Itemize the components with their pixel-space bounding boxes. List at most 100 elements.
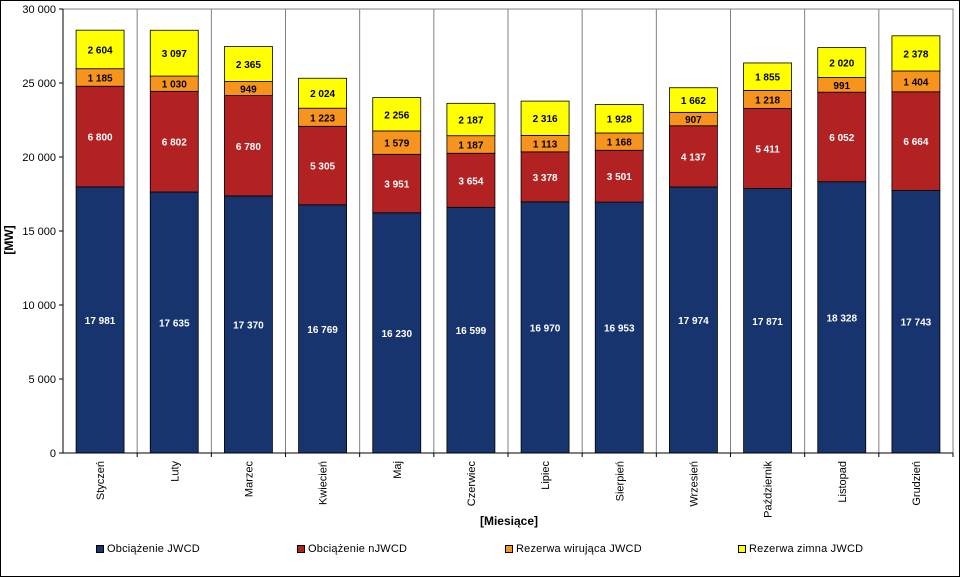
data-label: 1 168 bbox=[607, 138, 632, 149]
data-label: 6 052 bbox=[829, 133, 854, 144]
data-label: 16 769 bbox=[307, 325, 338, 336]
bar-segment bbox=[75, 85, 125, 188]
data-label: 3 654 bbox=[458, 176, 483, 187]
bar-segment bbox=[446, 206, 496, 454]
bar-segment bbox=[891, 190, 941, 454]
x-tick-label: Czerwiec bbox=[466, 461, 478, 507]
y-tick-label: 20 000 bbox=[22, 152, 56, 164]
x-tick-label: Kwiecień bbox=[318, 461, 330, 505]
bar-segment bbox=[149, 90, 199, 193]
x-tick-label: Styczeń bbox=[95, 461, 107, 500]
legend-item-rezerwa-wirujaca: Rezerwa wirująca JWCD bbox=[505, 543, 642, 555]
data-label: 991 bbox=[833, 81, 850, 92]
bar-segment bbox=[372, 212, 422, 454]
data-label: 16 230 bbox=[381, 329, 412, 340]
bar-segment bbox=[149, 191, 199, 454]
bar-segment bbox=[75, 29, 125, 70]
bar-segment bbox=[891, 35, 941, 72]
data-label: 1 404 bbox=[903, 77, 928, 88]
data-label: 3 501 bbox=[607, 172, 632, 183]
bar-segment bbox=[743, 62, 792, 91]
data-label: 17 370 bbox=[233, 320, 264, 331]
data-label: 4 137 bbox=[681, 152, 706, 163]
data-label: 949 bbox=[240, 85, 257, 96]
data-label: 2 378 bbox=[903, 49, 928, 60]
bar-segment bbox=[149, 29, 199, 77]
axis-layer: 0 5 000 10 000 15 000 20 000 25 000 30 000 Styc… bbox=[22, 4, 954, 518]
x-axis-label: [Miesiące] bbox=[480, 514, 538, 528]
data-label: 2 604 bbox=[88, 45, 113, 56]
bar-segment bbox=[224, 46, 273, 82]
bar-segment bbox=[669, 87, 718, 113]
data-label: 6 664 bbox=[903, 137, 928, 148]
data-label: 1 855 bbox=[755, 73, 780, 84]
bar-segment bbox=[372, 153, 422, 214]
data-label: 907 bbox=[685, 115, 702, 126]
bar-segment bbox=[817, 91, 867, 183]
data-label: 6 800 bbox=[88, 133, 113, 144]
data-label: 3 951 bbox=[384, 180, 409, 191]
data-label: 16 953 bbox=[604, 324, 635, 335]
data-label: 17 981 bbox=[85, 316, 116, 327]
bar-segment bbox=[743, 108, 792, 189]
data-label: 17 974 bbox=[678, 316, 709, 327]
legend-label: Obciążenie JWCD bbox=[107, 543, 200, 555]
legend-swatch bbox=[505, 545, 513, 553]
y-tick-label: 25 000 bbox=[22, 78, 56, 90]
x-tick-label: Wrzesień bbox=[688, 461, 700, 507]
legend-swatch bbox=[297, 545, 305, 553]
bar-segment bbox=[446, 102, 496, 137]
bars-layer: 17 981 6 800 1 185 2 604 17 635 6 802 1 030 3 0… bbox=[75, 29, 941, 454]
legend-item-obciazenie-njwcd: Obciążenie nJWCD bbox=[297, 543, 407, 555]
x-tick-label: Luty bbox=[169, 461, 181, 482]
x-tick-label: Maj bbox=[392, 461, 404, 479]
data-label: 16 599 bbox=[456, 326, 487, 337]
data-label: 1 223 bbox=[310, 113, 335, 124]
data-label: 3 097 bbox=[162, 49, 187, 60]
bar-segment bbox=[520, 201, 570, 454]
bar-segment bbox=[446, 152, 496, 208]
x-tick-label: Grudzień bbox=[911, 461, 923, 506]
data-label: 1 928 bbox=[607, 115, 632, 126]
data-label: 17 635 bbox=[159, 319, 190, 330]
bar-segment bbox=[224, 95, 273, 197]
data-label: 2 365 bbox=[236, 60, 261, 71]
bar-segment bbox=[298, 204, 347, 454]
data-label: 1 662 bbox=[681, 96, 706, 107]
x-tick-label: Lipiec bbox=[540, 461, 552, 490]
legend-label: Rezerwa wirująca JWCD bbox=[516, 543, 642, 555]
legend-label: Rezerwa zimna JWCD bbox=[749, 543, 864, 555]
legend-label: Obciążenie nJWCD bbox=[308, 543, 408, 555]
data-label: 5 411 bbox=[755, 144, 780, 155]
legend-item-rezerwa-zimna: Rezerwa zimna JWCD bbox=[738, 543, 863, 555]
bar-segment bbox=[594, 201, 644, 454]
bar-segment bbox=[298, 77, 347, 109]
data-label: 17 743 bbox=[901, 318, 932, 329]
x-tick-label: Marzec bbox=[243, 461, 255, 498]
data-label: 2 187 bbox=[458, 116, 483, 127]
bar-segment bbox=[669, 186, 718, 454]
legend: Obciążenie JWCD Obciążenie nJWCD Rezerwa… bbox=[0, 543, 960, 563]
bar-segment bbox=[669, 125, 718, 188]
bar-segment bbox=[891, 91, 941, 191]
legend-item-obciazenie-jwcd: Obciążenie JWCD bbox=[96, 543, 200, 555]
data-label: 18 328 bbox=[826, 313, 857, 324]
data-label: 1 187 bbox=[458, 140, 483, 151]
y-tick-label: 10 000 bbox=[22, 300, 56, 312]
y-tick-label: 5 000 bbox=[28, 374, 56, 386]
data-label: 6 780 bbox=[236, 142, 261, 153]
data-label: 6 802 bbox=[162, 138, 187, 149]
bar-segment bbox=[224, 195, 273, 454]
data-label: 2 020 bbox=[829, 59, 854, 70]
bar-segment bbox=[372, 97, 422, 132]
bar-segment bbox=[817, 47, 867, 78]
data-label: 16 970 bbox=[530, 323, 561, 334]
y-axis-label: [MW] bbox=[2, 225, 16, 254]
data-label: 3 378 bbox=[533, 173, 558, 184]
data-label: 1 218 bbox=[755, 95, 780, 106]
data-label: 2 024 bbox=[310, 89, 335, 100]
data-label: 2 316 bbox=[533, 114, 558, 125]
bar-segment bbox=[743, 188, 792, 454]
data-label: 1 113 bbox=[533, 140, 558, 151]
legend-swatch bbox=[738, 545, 746, 553]
